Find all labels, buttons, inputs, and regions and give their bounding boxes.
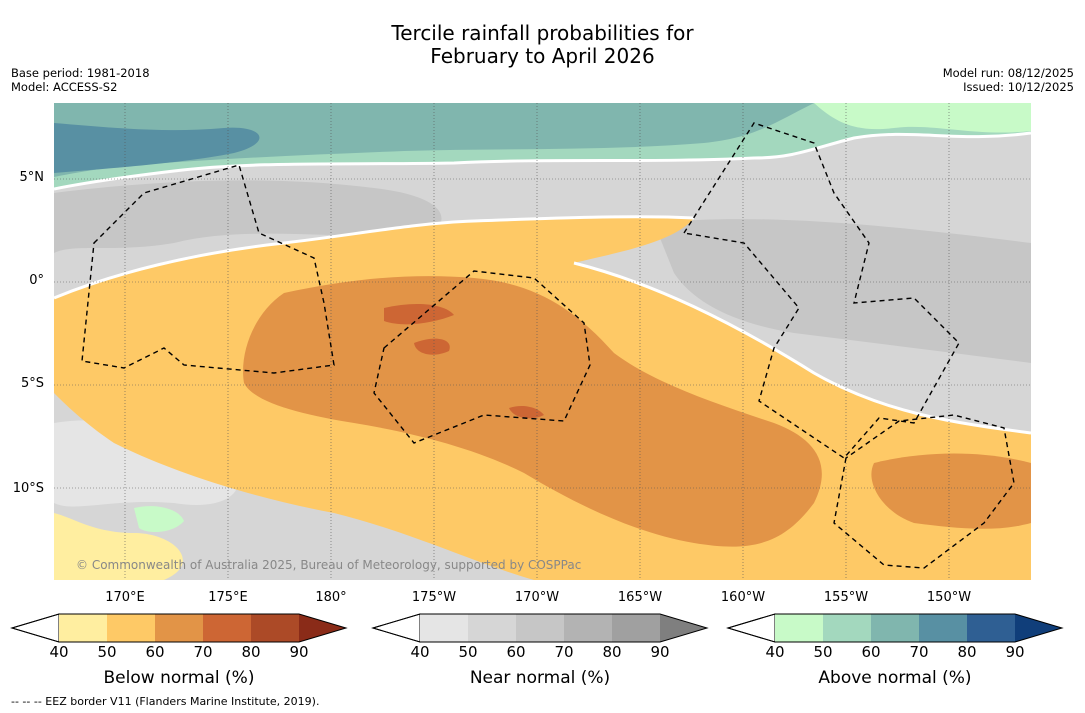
colorbar-above-normal: [726, 613, 1064, 643]
cb-above-tick-80: 80: [957, 643, 977, 661]
meta-right: Model run: 08/12/2025 Issued: 10/12/2025: [943, 66, 1074, 94]
colorbar-above-swatch-3: [871, 614, 919, 642]
below-normal-40-region-sw: [54, 513, 183, 580]
cb-near-tick-90: 90: [650, 643, 670, 661]
colorbar-above-min-arrow: [726, 613, 776, 643]
cb-near-tick-80: 80: [602, 643, 622, 661]
lon-label-175e: 175°E: [208, 590, 248, 605]
lon-label-170e: 170°E: [105, 590, 145, 605]
colorbar-below-swatch-1: [59, 614, 107, 642]
colorbar-below-swatch-5: [251, 614, 299, 642]
near-normal-50-region-east: [654, 219, 1031, 363]
model-run: Model run: 08/12/2025: [942, 66, 1074, 80]
issued-date: Issued: 10/12/2025: [963, 80, 1074, 94]
colorbar-below-swatch-4: [203, 614, 251, 642]
eez-cook-islands-border: [833, 414, 1015, 569]
map-title: Tercile rainfall probabilities for Febru…: [0, 22, 1085, 68]
cb-above-tick-70: 70: [909, 643, 929, 661]
eez-borders: [81, 122, 1015, 569]
lat-label-0: 0°: [29, 273, 44, 288]
cb-below-tick-40: 40: [49, 643, 69, 661]
cb-below-tick-70: 70: [193, 643, 213, 661]
colorbar-below-swatch-3: [155, 614, 203, 642]
cb-above-tick-90: 90: [1005, 643, 1025, 661]
cb-below-tick-50: 50: [97, 643, 117, 661]
meta-left: Base period: 1981-2018 Model: ACCESS-S2: [11, 66, 150, 94]
title-line-2: February to April 2026: [430, 44, 655, 68]
colorbar-near-swatch-3: [516, 614, 564, 642]
cb-below-tick-90: 90: [289, 643, 309, 661]
contour-line-north: [54, 131, 1031, 191]
copyright-notice: © Commonwealth of Australia 2025, Bureau…: [76, 558, 582, 572]
colorbar-near-swatch-5: [612, 614, 660, 642]
cb-near-tick-50: 50: [458, 643, 478, 661]
colorbar-near-min-arrow: [371, 613, 421, 643]
above-normal-40-patch: [134, 506, 184, 533]
eez-footnote: -- -- -- EEZ border V11 (Flanders Marine…: [11, 695, 320, 708]
colorbar-below-normal: [10, 613, 348, 643]
colorbar-title-near: Near normal (%): [469, 668, 611, 688]
lon-label-180: 180°: [315, 590, 347, 605]
cb-near-tick-70: 70: [554, 643, 574, 661]
probability-map: [54, 103, 1031, 580]
lon-label-170w: 170°W: [514, 590, 560, 605]
colorbar-above-swatch-2: [823, 614, 871, 642]
cb-above-tick-50: 50: [813, 643, 833, 661]
lon-label-155w: 155°W: [823, 590, 869, 605]
cb-below-tick-80: 80: [241, 643, 261, 661]
above-normal-40-region-ne: [814, 103, 1031, 133]
lat-label-10s: 10°S: [12, 481, 44, 496]
lat-label-5n: 5°N: [19, 170, 45, 185]
colorbar-near-max-arrow: [660, 614, 707, 642]
colorbar-near-swatch-2: [468, 614, 516, 642]
map-canvas: [54, 103, 1031, 580]
colorbars: [10, 613, 1064, 643]
base-period: Base period: 1981-2018: [11, 66, 150, 80]
colorbar-below-swatch-2: [107, 614, 155, 642]
colorbar-near-swatch-4: [564, 614, 612, 642]
colorbar-above-swatch-1: [775, 614, 823, 642]
colorbar-below-min-arrow: [10, 613, 60, 643]
cb-below-tick-60: 60: [145, 643, 165, 661]
cb-above-tick-40: 40: [765, 643, 785, 661]
below-normal-70-patch-c: [509, 405, 544, 419]
colorbar-below-max-arrow: [299, 614, 346, 642]
colorbar-above-max-arrow: [1015, 614, 1062, 642]
below-normal-70-patch-b: [414, 338, 450, 355]
cb-near-tick-40: 40: [410, 643, 430, 661]
cb-near-tick-60: 60: [506, 643, 526, 661]
title-line-1: Tercile rainfall probabilities for: [391, 21, 694, 45]
eez-kiribati-border: [682, 122, 960, 459]
colorbar-near-swatch-1: [420, 614, 468, 642]
cb-above-tick-60: 60: [861, 643, 881, 661]
contour-line-east: [573, 261, 1031, 435]
colorbar-title-below: Below normal (%): [103, 668, 255, 688]
colorbar-above-swatch-5: [967, 614, 1015, 642]
lon-label-165w: 165°W: [617, 590, 663, 605]
above-normal-70-region: [54, 123, 260, 173]
lat-label-5s: 5°S: [20, 376, 44, 391]
above-normal-60-band: [54, 103, 814, 177]
colorbar-near-normal: [371, 613, 709, 643]
below-normal-70-patch-a: [384, 303, 454, 325]
eez-tokelau-border: [373, 270, 591, 444]
lon-label-160w: 160°W: [720, 590, 766, 605]
graticule: [54, 103, 1031, 580]
eez-tuvalu-border: [81, 164, 335, 374]
contour-line-central: [54, 215, 695, 300]
near-normal-40-region-sw: [54, 420, 238, 507]
below-normal-60-region-se: [871, 453, 1031, 529]
lon-label-150w: 150°W: [926, 590, 972, 605]
colorbar-above-swatch-4: [919, 614, 967, 642]
lon-label-175w: 175°W: [411, 590, 457, 605]
colorbar-title-above: Above normal (%): [818, 668, 972, 688]
model-name: Model: ACCESS-S2: [11, 80, 118, 94]
